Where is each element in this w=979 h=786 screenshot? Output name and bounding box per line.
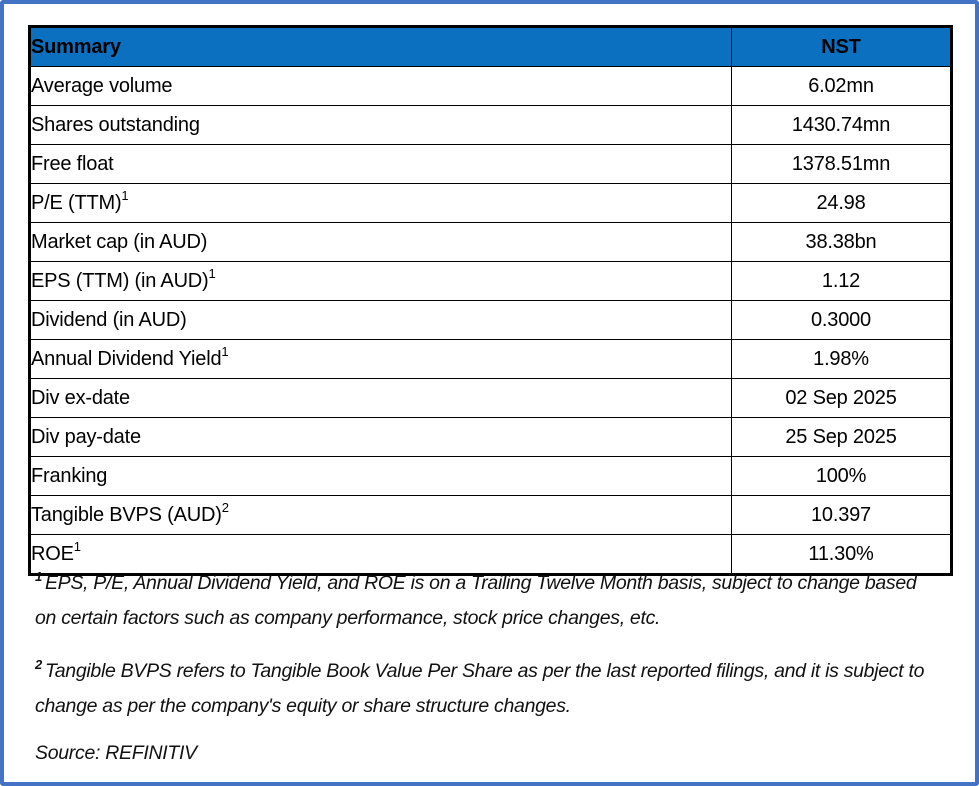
table-row: Shares outstanding 1430.74mn bbox=[29, 105, 952, 145]
summary-table: Summary NST Average volume 6.02mn Shares… bbox=[28, 25, 953, 576]
row-label: Shares outstanding bbox=[29, 105, 732, 145]
footnote-marker: 1 bbox=[221, 343, 229, 359]
footnote-2-text: Tangible BVPS refers to Tangible Book Va… bbox=[35, 660, 925, 717]
table-row: P/E (TTM)1 24.98 bbox=[29, 183, 952, 223]
row-value: 0.3000 bbox=[731, 300, 952, 340]
row-value: 10.397 bbox=[731, 495, 952, 535]
table-row: Annual Dividend Yield1 1.98% bbox=[29, 339, 952, 379]
row-label: Annual Dividend Yield1 bbox=[29, 339, 732, 379]
row-label: Div ex-date bbox=[29, 378, 732, 418]
row-label: EPS (TTM) (in AUD)1 bbox=[29, 261, 732, 301]
footnote-2: 2 Tangible BVPS refers to Tangible Book V… bbox=[35, 654, 940, 724]
table-row: Market cap (in AUD) 38.38bn bbox=[29, 222, 952, 262]
row-label: Dividend (in AUD) bbox=[29, 300, 732, 340]
footnote-marker: 1 bbox=[121, 187, 129, 203]
footnote-marker: 2 bbox=[221, 499, 229, 515]
table-header-row: Summary NST bbox=[29, 26, 952, 67]
table-row: Dividend (in AUD) 0.3000 bbox=[29, 300, 952, 340]
footnote-1: 1 EPS, P/E, Annual Dividend Yield, and RO… bbox=[35, 566, 940, 636]
row-value: 1.98% bbox=[731, 339, 952, 379]
row-value: 1.12 bbox=[731, 261, 952, 301]
source-attribution: Source: REFINITIV bbox=[35, 742, 197, 764]
ticker-header: NST bbox=[731, 26, 952, 67]
table-row: Franking 100% bbox=[29, 456, 952, 496]
row-value: 02 Sep 2025 bbox=[731, 378, 952, 418]
row-label: Franking bbox=[29, 456, 732, 496]
table-row: Div pay-date 25 Sep 2025 bbox=[29, 417, 952, 457]
footnote-1-marker: 1 bbox=[35, 568, 42, 584]
row-label: Market cap (in AUD) bbox=[29, 222, 732, 262]
table-row: Average volume 6.02mn bbox=[29, 66, 952, 106]
row-label: Average volume bbox=[29, 66, 732, 106]
table-row: Div ex-date 02 Sep 2025 bbox=[29, 378, 952, 418]
footnote-2-marker: 2 bbox=[35, 656, 42, 672]
row-label: Div pay-date bbox=[29, 417, 732, 457]
table-row: EPS (TTM) (in AUD)1 1.12 bbox=[29, 261, 952, 301]
row-label: P/E (TTM)1 bbox=[29, 183, 732, 223]
footnote-marker: 1 bbox=[208, 265, 216, 281]
row-value: 1378.51mn bbox=[731, 144, 952, 184]
row-label: Free float bbox=[29, 144, 732, 184]
row-value: 6.02mn bbox=[731, 66, 952, 106]
footnote-1-text: EPS, P/E, Annual Dividend Yield, and ROE… bbox=[35, 572, 917, 629]
table-row: Free float 1378.51mn bbox=[29, 144, 952, 184]
row-value: 100% bbox=[731, 456, 952, 496]
row-label: ROE1 bbox=[29, 534, 732, 575]
table-title: Summary bbox=[29, 26, 732, 67]
row-label: Tangible BVPS (AUD)2 bbox=[29, 495, 732, 535]
table-row: ROE1 11.30% bbox=[29, 534, 952, 575]
table-row: Tangible BVPS (AUD)2 10.397 bbox=[29, 495, 952, 535]
row-value: 1430.74mn bbox=[731, 105, 952, 145]
footnote-marker: 1 bbox=[73, 538, 81, 554]
row-value: 24.98 bbox=[731, 183, 952, 223]
row-value: 11.30% bbox=[731, 534, 952, 575]
footnotes-section: 1 EPS, P/E, Annual Dividend Yield, and RO… bbox=[35, 566, 940, 765]
row-value: 38.38bn bbox=[731, 222, 952, 262]
row-value: 25 Sep 2025 bbox=[731, 417, 952, 457]
